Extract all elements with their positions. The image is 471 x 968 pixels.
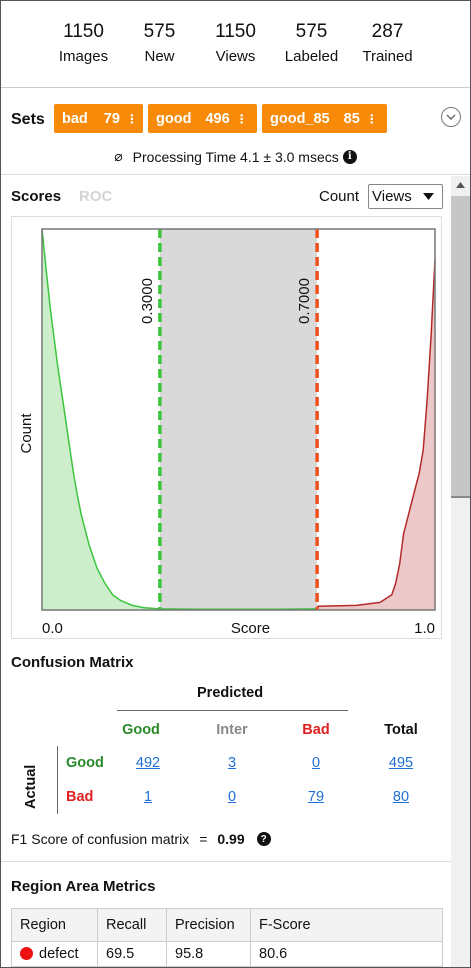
score-histogram: 0.3000 0.7000 Score Count 0.0 1.0 — [11, 216, 442, 639]
histogram-svg: 0.3000 0.7000 Score Count 0.0 1.0 — [18, 228, 436, 637]
set-chip-good-85[interactable]: good_85 85 ⋮ — [262, 104, 387, 133]
sets-title: Sets — [11, 111, 45, 128]
region-metrics-title: Region Area Metrics — [11, 878, 156, 895]
threshold-label-1: 0.3000 — [139, 278, 156, 324]
set-chip-name: bad — [62, 110, 88, 127]
set-chip-count: 85 — [343, 110, 360, 127]
inter-band — [159, 229, 318, 610]
count-mode-select[interactable]: Views — [368, 184, 443, 209]
plot-frame — [41, 228, 436, 611]
col-header-total: Total — [384, 722, 418, 738]
cm-cell-bad-good[interactable]: 1 — [143, 789, 153, 805]
actual-divider — [57, 746, 58, 814]
col-recall[interactable]: Recall — [97, 908, 167, 942]
col-header-good: Good — [122, 722, 160, 738]
stat-label: Trained — [362, 48, 413, 65]
tab-roc[interactable]: ROC — [79, 188, 113, 205]
row-header-good: Good — [66, 755, 104, 771]
stat-label: Images — [58, 48, 109, 65]
table-header-row: Region Recall Precision F-Score — [11, 908, 443, 942]
stat-new[interactable]: 575 New — [122, 20, 198, 87]
f1-label: F1 Score of confusion matrix — [11, 831, 190, 847]
cm-cell-good-good[interactable]: 492 — [135, 755, 161, 771]
help-icon[interactable]: ? — [256, 832, 271, 846]
predicted-label: Predicted — [197, 685, 264, 701]
col-precision[interactable]: Precision — [166, 908, 251, 942]
recall-cell: 69.5 — [97, 941, 167, 967]
region-color-dot — [20, 947, 33, 960]
x-tick-label-max: 1.0 — [414, 620, 435, 637]
col-region[interactable]: Region — [11, 908, 98, 942]
stat-views[interactable]: 1150 Views — [198, 20, 274, 87]
stat-trained[interactable]: 287 Trained — [350, 20, 426, 87]
section-divider — [1, 861, 451, 862]
processing-time-text: Processing Time 4.1 ± 3.0 msecs — [132, 148, 339, 165]
chevron-down-icon[interactable] — [441, 107, 461, 127]
stat-value: 575 — [143, 21, 176, 42]
cm-cell-good-inter[interactable]: 3 — [227, 755, 237, 771]
scrollbar-divider — [451, 496, 470, 498]
precision-cell: 95.8 — [166, 941, 251, 967]
f1-score: F1 Score of confusion matrix = 0.99 ? — [11, 831, 271, 847]
region-metrics-table: Region Recall Precision F-Score defect 6… — [11, 908, 443, 967]
processing-time: ⌀ Processing Time 4.1 ± 3.0 msecs i — [1, 148, 470, 165]
cm-cell-good-total[interactable]: 495 — [388, 755, 414, 771]
cm-cell-bad-total[interactable]: 80 — [392, 789, 410, 805]
series-area-good — [42, 229, 318, 610]
threshold-label-2: 0.7000 — [296, 278, 313, 324]
stat-label: Labeled — [284, 48, 339, 65]
tab-scores[interactable]: Scores — [11, 188, 62, 205]
set-chip-bad[interactable]: bad 79 ⋮ — [54, 104, 143, 133]
col-header-bad: Bad — [302, 722, 330, 738]
more-vertical-icon[interactable]: ⋮ — [125, 111, 138, 126]
region-name: defect — [39, 946, 79, 962]
more-vertical-icon[interactable]: ⋮ — [365, 111, 378, 126]
table-row[interactable]: defect 69.5 95.8 80.6 — [11, 941, 443, 967]
set-chip-count: 496 — [205, 110, 230, 127]
stat-value: 1150 — [63, 21, 104, 42]
stat-label: Views — [215, 48, 256, 65]
predicted-divider — [117, 710, 348, 711]
col-header-inter: Inter — [216, 722, 248, 738]
actual-label: Actual — [23, 764, 39, 809]
scrollbar[interactable] — [451, 176, 470, 967]
set-chip-name: good — [156, 110, 192, 127]
caret-down-icon — [423, 193, 434, 200]
info-icon[interactable]: i — [342, 149, 357, 164]
stat-labeled[interactable]: 575 Labeled — [274, 20, 350, 87]
f1-equals: = — [199, 831, 208, 847]
cm-cell-bad-inter[interactable]: 0 — [227, 789, 237, 805]
region-cell: defect — [11, 941, 98, 967]
cm-cell-bad-bad[interactable]: 79 — [307, 789, 325, 805]
x-axis-label: Score — [231, 620, 270, 637]
stat-value: 287 — [371, 21, 404, 42]
stat-label: New — [144, 48, 175, 65]
scroll-up-icon[interactable] — [451, 176, 470, 194]
fscore-cell: 80.6 — [250, 941, 443, 967]
stat-images[interactable]: 1150 Images — [46, 20, 122, 87]
count-mode-value: Views — [372, 188, 412, 205]
cm-cell-good-bad[interactable]: 0 — [311, 755, 321, 771]
more-vertical-icon[interactable]: ⋮ — [235, 111, 248, 126]
sets-section: Sets bad 79 ⋮ good 496 ⋮ good_85 85 ⋮ ⌀ … — [1, 89, 470, 175]
series-line-bad — [317, 259, 436, 607]
col-fscore[interactable]: F-Score — [250, 908, 443, 942]
series-area-bad — [317, 259, 435, 610]
stat-value: 1150 — [215, 21, 256, 42]
x-tick-label-min: 0.0 — [42, 620, 63, 637]
y-axis-label: Count — [18, 413, 35, 454]
row-header-bad: Bad — [66, 789, 94, 805]
stat-value: 575 — [295, 21, 328, 42]
f1-value: 0.99 — [217, 831, 245, 847]
set-chip-count: 79 — [103, 110, 120, 127]
stats-bar: 1150 Images 575 New 1150 Views 575 Label… — [1, 1, 470, 88]
set-chip-name: good_85 — [270, 110, 330, 127]
series-line-good — [41, 228, 318, 610]
diameter-icon: ⌀ — [114, 148, 123, 164]
confusion-matrix-title: Confusion Matrix — [11, 654, 134, 671]
scrollbar-thumb[interactable] — [451, 196, 470, 496]
set-chip-good[interactable]: good 496 ⋮ — [148, 104, 257, 133]
count-label: Count — [319, 188, 360, 205]
